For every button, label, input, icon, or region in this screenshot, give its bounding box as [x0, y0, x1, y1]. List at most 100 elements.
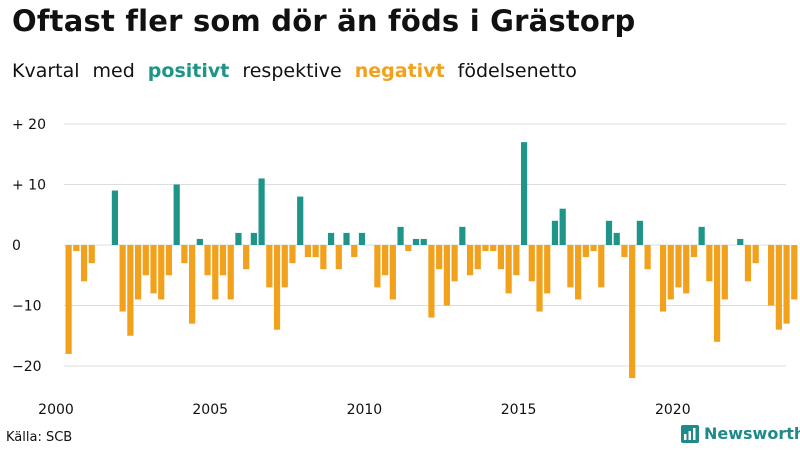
- bar-negative: [181, 245, 188, 264]
- bar-negative: [482, 245, 489, 252]
- x-tick-label: 2020: [655, 402, 691, 418]
- bar-negative: [683, 245, 690, 294]
- subtitle-word: med: [92, 60, 135, 82]
- bar-negative: [791, 245, 798, 300]
- subtitle-word: födelsenetto: [457, 60, 577, 82]
- bar-positive: [397, 226, 404, 245]
- bar-negative: [142, 245, 149, 276]
- bar-positive: [250, 232, 257, 245]
- bar-positive: [737, 238, 744, 245]
- bar-positive: [258, 178, 265, 245]
- bar-positive: [297, 196, 304, 245]
- y-tick-label: −20: [12, 359, 42, 375]
- bar-positive: [196, 238, 203, 245]
- bar-positive: [559, 208, 566, 245]
- x-tick-label: 2005: [192, 402, 228, 418]
- bar-negative: [443, 245, 450, 306]
- bar-positive: [412, 238, 420, 245]
- bar-negative: [768, 245, 775, 306]
- bar-negative: [675, 245, 682, 288]
- bar-positive: [235, 232, 242, 245]
- bar-negative: [598, 245, 605, 288]
- x-tick-label: 2000: [38, 402, 74, 418]
- subtitle-word: Kvartal: [12, 60, 80, 82]
- bar-negative: [752, 245, 759, 264]
- subtitle-word: respektive: [242, 60, 342, 82]
- bar-negative: [273, 245, 281, 330]
- bar-negative: [227, 245, 234, 300]
- bars: [65, 142, 798, 379]
- bar-negative: [73, 245, 80, 252]
- bar-negative: [706, 245, 713, 282]
- bar-negative: [312, 245, 319, 258]
- bar-negative: [497, 245, 505, 270]
- y-tick-label: −10: [12, 299, 42, 315]
- y-tick-label: + 10: [12, 178, 46, 194]
- bar-negative: [281, 245, 288, 288]
- bar-negative: [575, 245, 582, 300]
- y-tick-label: + 20: [12, 117, 46, 133]
- bar-negative: [320, 245, 327, 270]
- bar-negative: [88, 245, 95, 264]
- bar-negative: [158, 245, 165, 300]
- bar-negative: [165, 245, 173, 276]
- bar-negative: [150, 245, 157, 294]
- x-tick-label: 2015: [501, 402, 537, 418]
- brand-name: Newsworthy: [704, 424, 800, 443]
- bar-positive: [605, 220, 613, 245]
- bar-negative: [713, 245, 721, 342]
- bar-positive: [343, 232, 350, 245]
- bar-positive: [358, 232, 366, 245]
- bar-negative: [119, 245, 126, 312]
- chart-title: Oftast fler som dör än föds i Grästorp: [12, 4, 636, 38]
- bar-negative: [451, 245, 458, 282]
- bar-negative: [243, 245, 250, 270]
- bar-negative: [590, 245, 597, 252]
- bar-negative: [219, 245, 227, 276]
- bar-positive: [698, 226, 705, 245]
- bar-negative: [428, 245, 435, 318]
- bar-negative: [744, 245, 752, 282]
- bar-negative: [775, 245, 782, 330]
- y-axis-tick-labels: + 20 + 10 0 −10 −20: [12, 117, 46, 375]
- bar-positive: [420, 238, 427, 245]
- bar-negative: [490, 245, 497, 252]
- bar-negative: [266, 245, 273, 288]
- bar-negative: [629, 245, 636, 379]
- bar-negative: [783, 245, 790, 324]
- bar-positive: [459, 226, 466, 245]
- bar-negative: [567, 245, 574, 288]
- bar-negative: [304, 245, 312, 258]
- bar-negative: [536, 245, 543, 312]
- source-note: Källa: SCB: [6, 430, 73, 445]
- bar-positive: [111, 190, 119, 245]
- x-tick-label: 2010: [347, 402, 383, 418]
- bar-negative: [582, 245, 589, 258]
- bar-positive: [613, 232, 620, 245]
- bar-negative: [382, 245, 389, 276]
- bar-negative: [621, 245, 628, 258]
- bar-positive: [551, 220, 559, 245]
- bar-negative: [544, 245, 551, 294]
- legend-positive-label: positivt: [147, 60, 230, 82]
- bar-positive: [520, 142, 528, 245]
- bar-positive: [173, 184, 180, 245]
- bar-negative: [667, 245, 674, 300]
- bar-negative: [505, 245, 512, 294]
- legend-negative-label: negativt: [354, 60, 445, 82]
- newsworthy-brand[interactable]: Newsworthy: [681, 424, 800, 443]
- bar-negative: [134, 245, 142, 300]
- bar-negative: [528, 245, 535, 282]
- bar-negative: [212, 245, 219, 300]
- bar-negative: [690, 245, 698, 258]
- bar-negative: [289, 245, 296, 264]
- bar-negative: [466, 245, 474, 276]
- bar-negative: [374, 245, 381, 288]
- newsworthy-logo-icon: [681, 424, 699, 443]
- x-axis-tick-labels: 2000 2005 2010 2015 2020: [38, 402, 690, 418]
- bar-negative: [405, 245, 412, 252]
- bar-positive: [636, 220, 643, 245]
- bar-negative: [127, 245, 134, 336]
- bar-negative: [389, 245, 396, 300]
